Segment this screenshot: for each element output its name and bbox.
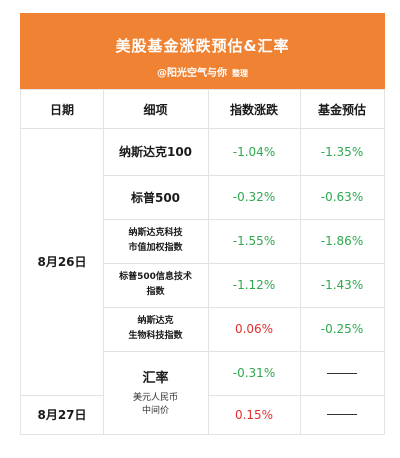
index-change-value: -1.55% — [232, 234, 276, 248]
author-line: @阳光空气与你 整理 — [20, 64, 385, 79]
row-divider — [103, 307, 384, 308]
fx-fund-na — [300, 351, 384, 395]
item-cell: 标普500 — [130, 190, 181, 205]
fund-estimate-value: -1.86% — [320, 234, 364, 248]
row-divider — [103, 351, 384, 352]
row-divider — [103, 219, 384, 220]
date-divider — [21, 395, 103, 396]
header-banner: 美股基金涨跌预估&汇率 @阳光空气与你 整理 — [20, 13, 385, 89]
col-header-item: 细项 — [143, 102, 168, 117]
item-cell: 标普500信息技术 指数 — [103, 263, 208, 307]
header-divider — [21, 128, 384, 129]
item-line: 指数 — [146, 287, 165, 297]
date-cell: 8月27日 — [37, 408, 87, 422]
fx-fund-na — [300, 395, 384, 434]
page-title: 美股基金涨跌预估&汇率 — [115, 37, 290, 55]
fx-label: 美元人民币 — [132, 393, 178, 403]
fx-title: 汇率 — [142, 371, 169, 386]
dash-mark — [327, 414, 357, 415]
index-change-value: -1.04% — [232, 144, 276, 159]
dash-mark — [327, 372, 357, 374]
index-change-value: 0.06% — [234, 322, 274, 336]
fund-estimate-value: -0.25% — [320, 322, 364, 336]
col-header-date: 日期 — [49, 102, 74, 117]
fx-change-day1: -0.31% — [232, 366, 276, 380]
fx-item-cell: 汇率 美元人民币 中间价 — [103, 351, 208, 434]
date-cell: 8月26日 — [37, 255, 87, 269]
col-divider — [300, 90, 301, 434]
fund-estimate-value: -0.63% — [320, 190, 364, 204]
item-line: 纳斯达克科技 — [128, 228, 183, 238]
fund-estimate-value: -1.35% — [320, 144, 364, 159]
row-divider — [208, 395, 384, 396]
row-divider — [103, 263, 384, 264]
author-suffix: 整理 — [232, 69, 248, 78]
item-line: 标普500信息技术 — [119, 272, 192, 282]
item-cell: 纳斯达克 生物科技指数 — [103, 307, 208, 351]
item-line: 市值加权指数 — [128, 243, 183, 253]
data-table: 日期 细项 指数涨跌 基金预估 8月26日 8月27日 纳斯达克100 -1.0… — [20, 89, 385, 435]
index-change-value: -1.12% — [232, 278, 276, 292]
index-change-value: -0.32% — [232, 190, 276, 204]
fx-label: 中间价 — [141, 406, 169, 416]
item-line: 生物科技指数 — [128, 331, 183, 341]
author-handle: @阳光空气与你 — [157, 68, 227, 79]
fund-estimate-value: -1.43% — [320, 278, 364, 292]
item-line: 纳斯达克 — [137, 316, 174, 326]
col-header-index-change: 指数涨跌 — [229, 102, 278, 117]
item-cell: 纳斯达克科技 市值加权指数 — [103, 219, 208, 263]
col-header-fund-estimate: 基金预估 — [317, 102, 366, 117]
col-divider — [103, 90, 104, 434]
fx-change-day2: 0.15% — [234, 407, 274, 422]
item-cell: 纳斯达克100 — [118, 145, 193, 159]
row-divider — [103, 175, 384, 176]
col-divider — [208, 90, 209, 434]
